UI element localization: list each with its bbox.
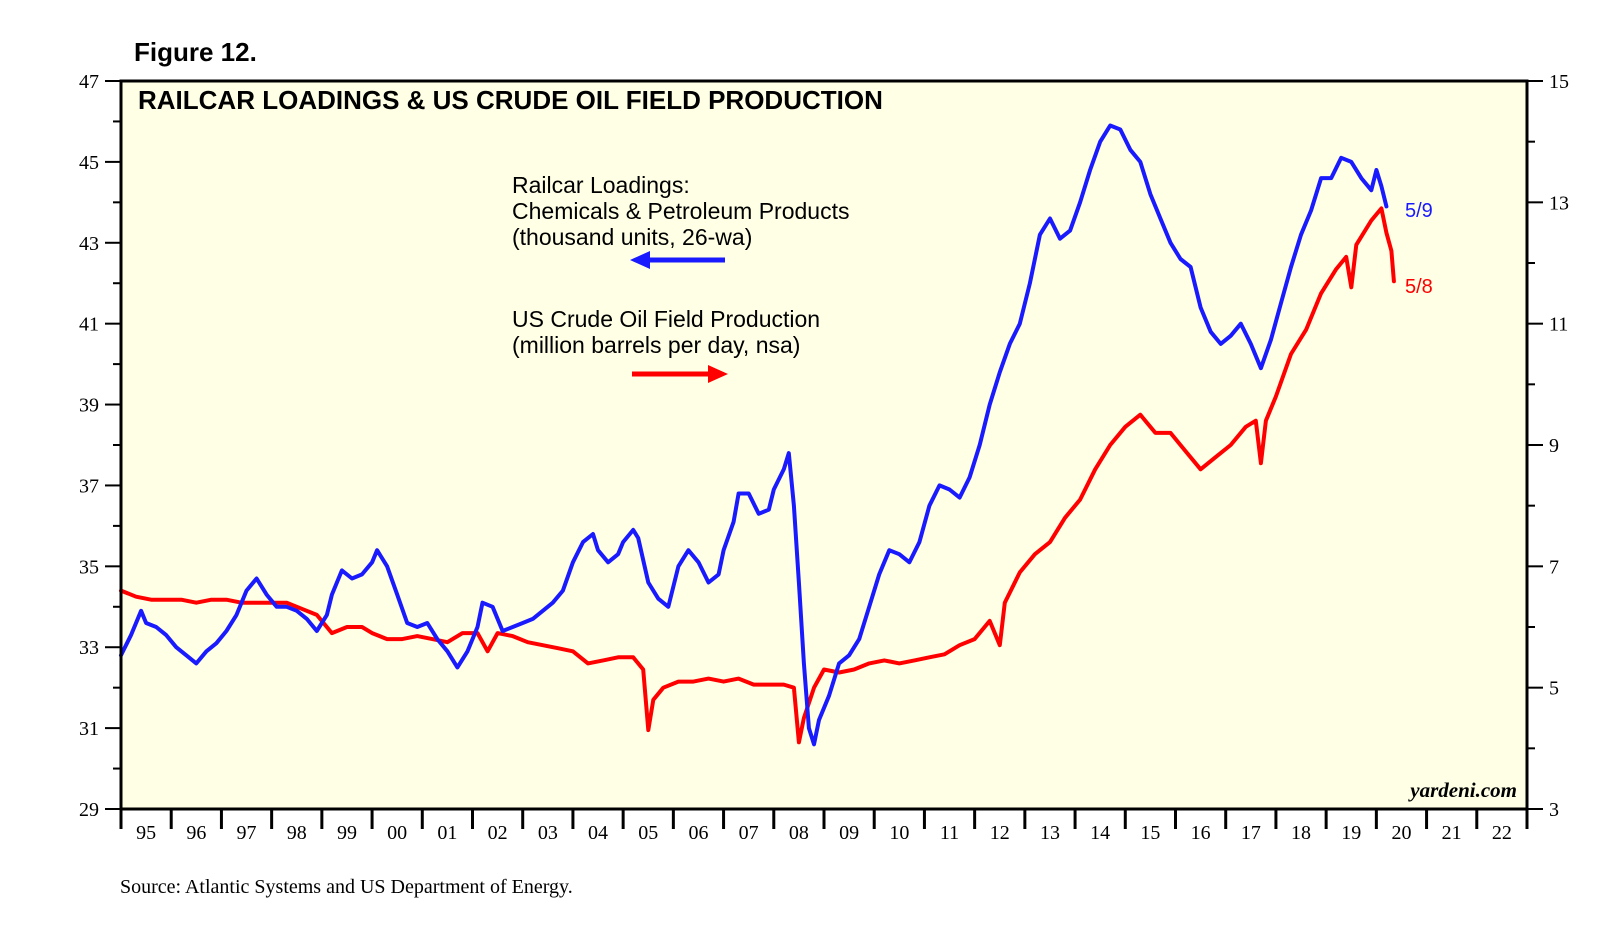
x-tick-label: 00 [387, 822, 407, 844]
x-tick-label: 16 [1191, 822, 1211, 844]
legend-blue-arrow [630, 251, 725, 269]
left-tick-label: 31 [79, 718, 99, 740]
legend-blue-line-3: (thousand units, 26-wa) [512, 224, 752, 250]
left-tick-label: 29 [79, 799, 99, 821]
left-tick-label: 45 [79, 152, 99, 174]
x-tick-label: 02 [488, 822, 508, 844]
x-tick-label: 99 [337, 822, 357, 844]
right-tick-label: 9 [1549, 435, 1559, 457]
x-tick-label: 98 [287, 822, 307, 844]
series-line-crude-oil-production [119, 206, 1396, 745]
x-tick-label: 10 [889, 822, 909, 844]
x-tick-label: 11 [940, 822, 959, 844]
left-tick-label: 33 [79, 637, 99, 659]
x-tick-label: 12 [990, 822, 1010, 844]
chart-title: RAILCAR LOADINGS & US CRUDE OIL FIELD PR… [138, 85, 883, 115]
x-tick-label: 22 [1492, 822, 1512, 844]
left-tick-label: 47 [79, 71, 99, 93]
series-layer [119, 123, 1396, 747]
left-tick-label: 39 [79, 395, 99, 417]
x-tick-label: 18 [1291, 822, 1311, 844]
legend-red-arrow [632, 365, 728, 383]
watermark: yardeni.com [1407, 778, 1517, 802]
left-tick-label: 35 [79, 556, 99, 578]
right-tick-label: 11 [1549, 314, 1568, 336]
x-tick-label: 14 [1090, 822, 1110, 844]
left-tick-label: 43 [79, 233, 99, 255]
plot-area [121, 81, 1527, 809]
legend-red-line-1: US Crude Oil Field Production [512, 306, 820, 332]
x-tick-label: 09 [839, 822, 859, 844]
x-tick-label: 04 [588, 822, 608, 844]
left-tick-label: 41 [79, 314, 99, 336]
x-tick-label: 15 [1140, 822, 1160, 844]
x-tick-label: 96 [186, 822, 206, 844]
x-tick-label: 08 [789, 822, 809, 844]
right-tick-label: 3 [1549, 799, 1559, 821]
left-tick-label: 37 [79, 475, 99, 497]
x-tick-label: 03 [538, 822, 558, 844]
x-tick-label: 01 [437, 822, 457, 844]
x-tick-label: 13 [1040, 822, 1060, 844]
end-label-blue: 5/9 [1405, 200, 1433, 222]
x-tick-label: 07 [739, 822, 759, 844]
series-line-railcar-loadings [119, 123, 1389, 747]
x-tick-label: 97 [237, 822, 257, 844]
legend-blue-line-1: Railcar Loadings: [512, 172, 690, 198]
x-tick-label: 95 [136, 822, 156, 844]
x-tick-label: 06 [688, 822, 708, 844]
right-tick-label: 7 [1549, 556, 1559, 578]
x-tick-label: 21 [1442, 822, 1462, 844]
x-tick-label: 05 [638, 822, 658, 844]
right-tick-label: 15 [1549, 71, 1569, 93]
x-tick-label: 20 [1391, 822, 1411, 844]
right-tick-label: 13 [1549, 192, 1569, 214]
x-tick-label: 17 [1241, 822, 1261, 844]
plot-frame [119, 79, 1529, 811]
source-note: Source: Atlantic Systems and US Departme… [120, 876, 573, 898]
right-tick-label: 5 [1549, 678, 1559, 700]
legend-blue-line-2: Chemicals & Petroleum Products [512, 198, 849, 224]
figure-label: Figure 12. [134, 37, 257, 67]
legend-red-line-2: (million barrels per day, nsa) [512, 332, 800, 358]
end-label-red: 5/8 [1405, 276, 1433, 298]
x-tick-label: 19 [1341, 822, 1361, 844]
